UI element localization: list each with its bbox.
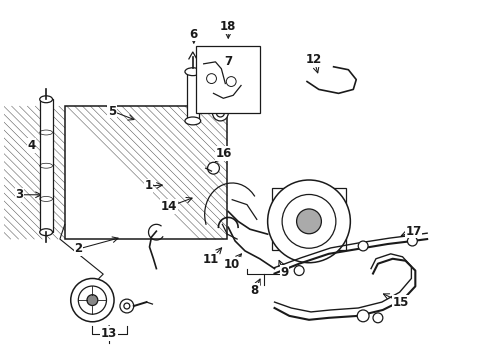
Ellipse shape: [40, 229, 52, 236]
Text: 8: 8: [251, 284, 259, 297]
Text: 2: 2: [74, 242, 83, 255]
Circle shape: [124, 303, 130, 309]
Text: 15: 15: [392, 296, 409, 309]
Bar: [196, 46, 260, 113]
Text: 1: 1: [145, 179, 152, 192]
Bar: [272, 188, 346, 250]
Text: 10: 10: [224, 258, 240, 271]
Circle shape: [78, 286, 106, 314]
Circle shape: [357, 310, 369, 322]
Circle shape: [296, 209, 321, 234]
Ellipse shape: [40, 96, 52, 103]
Text: 14: 14: [161, 200, 177, 213]
Circle shape: [213, 105, 228, 121]
Text: 5: 5: [108, 105, 116, 118]
Text: 12: 12: [306, 53, 322, 66]
Text: 3: 3: [16, 188, 24, 201]
Bar: [40, 99, 53, 232]
Circle shape: [87, 295, 98, 306]
Circle shape: [217, 109, 224, 117]
Bar: [65, 106, 227, 239]
Text: 16: 16: [216, 147, 233, 160]
Circle shape: [282, 194, 336, 248]
Text: 13: 13: [101, 327, 117, 340]
Text: 7: 7: [224, 55, 232, 68]
Text: 18: 18: [220, 20, 237, 33]
Circle shape: [268, 180, 350, 263]
Circle shape: [120, 299, 134, 313]
Circle shape: [358, 241, 368, 251]
Bar: [187, 72, 199, 121]
Ellipse shape: [185, 117, 201, 125]
Ellipse shape: [185, 68, 201, 76]
Text: 6: 6: [190, 28, 198, 41]
Circle shape: [373, 313, 383, 323]
Text: 11: 11: [202, 253, 219, 266]
Circle shape: [71, 278, 114, 322]
Circle shape: [408, 236, 417, 246]
Text: 17: 17: [405, 225, 421, 238]
Text: 9: 9: [280, 266, 289, 279]
Circle shape: [208, 162, 220, 174]
Circle shape: [294, 266, 304, 275]
Text: 4: 4: [27, 139, 35, 152]
